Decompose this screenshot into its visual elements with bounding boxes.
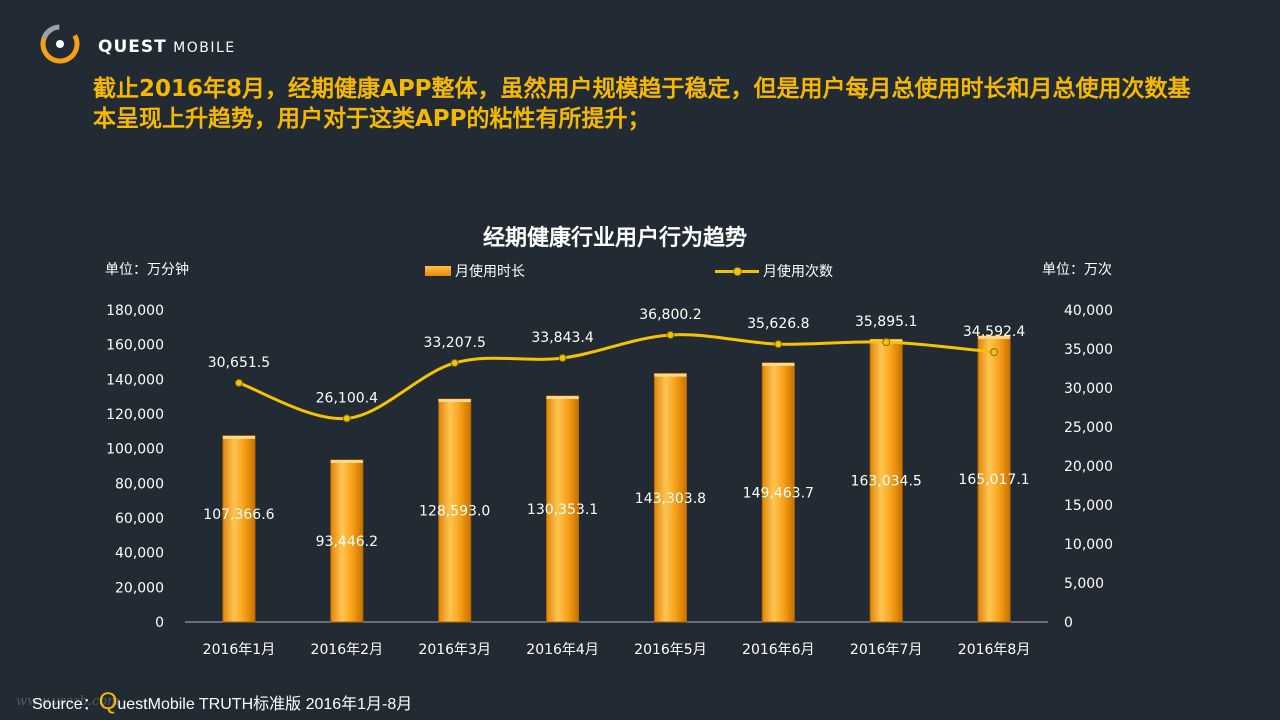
x-axis-tick-label: 2016年8月 (958, 642, 1031, 658)
bar-data-label: 149,463.7 (743, 485, 814, 501)
left-axis-tick-label: 20,000 (115, 580, 164, 596)
left-axis-tick-label: 60,000 (115, 511, 164, 527)
right-axis-tick-label: 15,000 (1064, 498, 1113, 514)
left-axis-tick-label: 40,000 (115, 546, 164, 562)
bar-top-highlight (546, 396, 579, 400)
line-data-label: 33,207.5 (424, 335, 486, 351)
bar-data-label: 93,446.2 (316, 534, 378, 550)
line-data-label: 26,100.4 (316, 390, 378, 406)
line-point-monthly-sessions (450, 358, 459, 367)
bar-monthly-duration (761, 362, 795, 623)
line-point-monthly-sessions (882, 338, 891, 347)
x-axis-tick-label: 2016年1月 (203, 642, 276, 658)
bar-top-highlight (222, 435, 255, 439)
questmobile-logo-icon (40, 24, 80, 64)
line-data-label: 30,651.5 (208, 355, 270, 371)
bar-top-highlight (762, 362, 795, 366)
right-axis-tick-label: 5,000 (1064, 576, 1104, 592)
right-axis-tick-label: 25,000 (1064, 420, 1113, 436)
line-data-label: 36,800.2 (639, 307, 701, 323)
line-point-monthly-sessions (666, 330, 675, 339)
bar-data-label: 128,593.0 (419, 504, 490, 520)
source-text: uestMobile TRUTH标准版 2016年1月-8月 (117, 696, 413, 713)
right-axis-tick-label: 10,000 (1064, 537, 1113, 553)
right-axis-tick-label: 40,000 (1064, 303, 1113, 319)
legend-line-swatch-icon (715, 265, 759, 277)
left-axis-tick-label: 0 (155, 615, 164, 631)
left-axis-tick-label: 160,000 (106, 338, 164, 354)
x-axis-tick-label: 2016年5月 (634, 642, 707, 658)
x-axis-tick-label: 2016年4月 (526, 642, 599, 658)
right-axis-tick-label: 35,000 (1064, 342, 1113, 358)
bar-data-label: 143,303.8 (635, 491, 706, 507)
legend-item-sessions: 月使用次数 (715, 261, 833, 281)
right-axis-unit: 单位：万次 (1042, 262, 1112, 278)
brand-name: QUEST MOBILE (98, 37, 236, 57)
left-axis-tick-label: 180,000 (106, 303, 164, 319)
line-point-monthly-sessions (558, 354, 567, 363)
line-monthly-sessions (238, 333, 995, 420)
bar-monthly-duration (438, 398, 472, 623)
source-q: Q (98, 688, 118, 715)
line-point-monthly-sessions (990, 348, 999, 357)
bar-data-label: 165,017.1 (958, 472, 1029, 488)
bar-top-highlight (654, 373, 687, 377)
line-point-monthly-sessions (774, 340, 783, 349)
line-data-label: 33,843.4 (531, 330, 593, 346)
left-axis-tick-label: 100,000 (106, 442, 164, 458)
brand-secondary: MOBILE (173, 40, 236, 56)
bar-data-label: 107,366.6 (203, 507, 274, 523)
bar-monthly-duration (653, 373, 687, 623)
bar-data-label: 163,034.5 (851, 474, 922, 490)
line-point-monthly-sessions (234, 378, 243, 387)
left-axis-tick-label: 120,000 (106, 407, 164, 423)
x-axis-tick-label: 2016年2月 (311, 642, 384, 658)
headline: 截止2016年8月，经期健康APP整体，虽然用户规模趋于稳定，但是用户每月总使用… (93, 76, 1191, 132)
left-axis-unit: 单位：万分钟 (105, 262, 189, 278)
bar-top-highlight (330, 460, 363, 464)
x-axis-tick-label: 2016年7月 (850, 642, 923, 658)
line-point-monthly-sessions (342, 414, 351, 423)
left-axis-tick-label: 80,000 (115, 476, 164, 492)
right-axis-tick-label: 30,000 (1064, 381, 1113, 397)
watermark: www.vsszb.com (16, 694, 120, 709)
line-data-label: 35,626.8 (747, 316, 809, 332)
bar-top-highlight (978, 335, 1011, 339)
legend-item-duration: 月使用时长 (425, 261, 525, 281)
left-axis-tick-label: 140,000 (106, 372, 164, 388)
chart-title: 经期健康行业用户行为趋势 (482, 226, 747, 251)
line-data-label: 34,592.4 (963, 324, 1025, 340)
bar-monthly-duration (222, 435, 256, 623)
right-axis-tick-label: 0 (1064, 615, 1073, 631)
brand-primary: QUEST (98, 37, 167, 57)
x-axis-tick-label: 2016年6月 (742, 642, 815, 658)
bar-top-highlight (438, 399, 471, 403)
source-prefix: Source： (32, 696, 99, 713)
line-data-label: 35,895.1 (855, 314, 917, 330)
legend-bar-swatch-icon (425, 266, 451, 276)
legend-label-sessions: 月使用次数 (763, 264, 833, 280)
bar-monthly-duration (546, 395, 580, 623)
bar-monthly-duration (977, 335, 1011, 623)
bar-data-label: 130,353.1 (527, 502, 598, 518)
source-note: Source：QuestMobile TRUTH标准版 2016年1月-8月 (32, 688, 412, 716)
right-axis-tick-label: 20,000 (1064, 459, 1113, 475)
legend-label-duration: 月使用时长 (455, 264, 525, 280)
x-axis-tick-label: 2016年3月 (418, 642, 491, 658)
